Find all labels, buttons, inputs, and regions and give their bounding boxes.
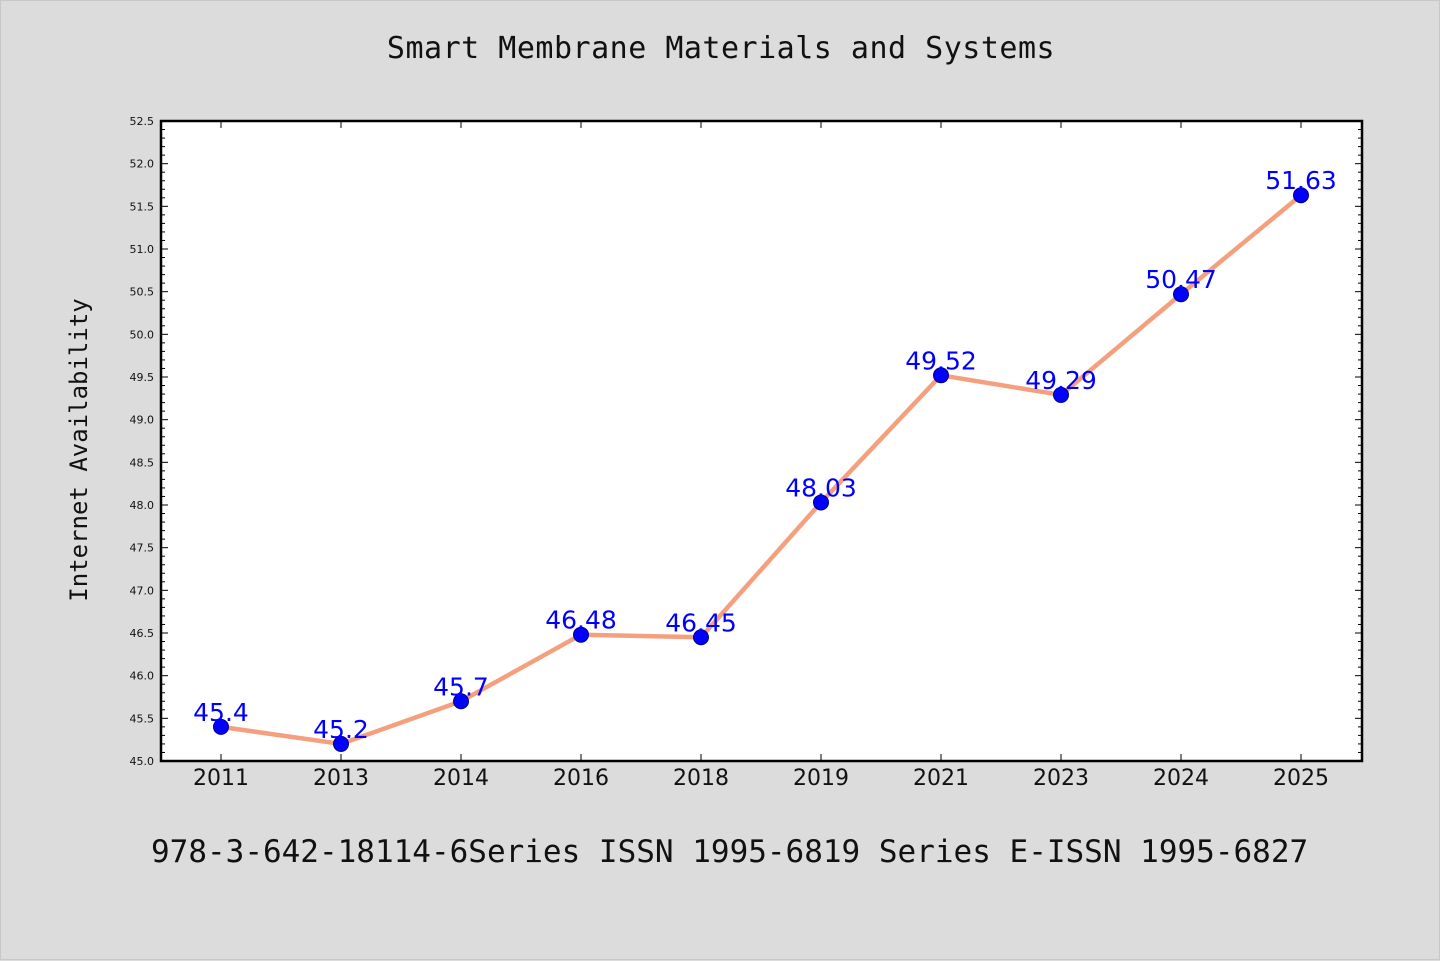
y-tick-label: 47.0 — [130, 584, 155, 597]
data-point — [213, 718, 229, 735]
y-tick-label: 52.0 — [130, 158, 155, 171]
data-point — [693, 629, 709, 646]
data-point — [933, 367, 949, 384]
data-label: 49.29 — [1025, 366, 1097, 395]
y-tick-label: 45.5 — [130, 712, 155, 725]
x-tick-label: 2013 — [313, 766, 369, 791]
y-tick-label: 52.5 — [130, 115, 155, 128]
data-label: 51.63 — [1265, 166, 1337, 195]
data-label: 45.4 — [193, 698, 249, 727]
data-point — [573, 626, 589, 643]
y-tick-label: 48.5 — [130, 456, 155, 469]
y-tick-label: 48.0 — [130, 499, 155, 512]
y-tick-label: 50.5 — [130, 286, 155, 299]
data-label: 49.52 — [905, 346, 977, 375]
data-point — [1293, 187, 1309, 204]
y-axis-label: Internet Availability — [65, 298, 93, 601]
series-line — [218, 192, 1304, 747]
x-tick-label: 2018 — [673, 766, 729, 791]
x-tick-label: 2014 — [433, 766, 489, 791]
y-tick-label: 45.0 — [130, 755, 155, 768]
data-label: 46.48 — [545, 606, 617, 635]
x-tick-label: 2023 — [1033, 766, 1089, 791]
data-label: 50.47 — [1145, 265, 1217, 294]
series-layer: 45.4 45.2 45.7 46.48 46.45 48.03 49.52 49.29 50.… — [193, 166, 1337, 752]
y-tick-label: 46.5 — [130, 627, 155, 640]
y-tick-label: 47.5 — [130, 542, 155, 555]
y-tick-label: 49.5 — [130, 371, 155, 384]
y-tick-label: 51.5 — [130, 200, 155, 213]
x-tick-label: 2016 — [553, 766, 609, 791]
data-point — [1053, 386, 1069, 403]
data-point — [1173, 286, 1189, 303]
footnote-text: 978-3-642-18114-6Series ISSN 1995-6819 S… — [151, 834, 1309, 870]
y-tick-label: 49.0 — [130, 414, 155, 427]
data-point — [333, 735, 349, 752]
y-axis: 45.0 45.5 46.0 46.5 47.0 47.5 48.0 48.5 49.0 49.5… — [130, 115, 1362, 768]
x-tick-label: 2019 — [793, 766, 849, 791]
plot-area — [159, 119, 1364, 763]
x-tick-label: 2024 — [1153, 766, 1209, 791]
data-label: 46.45 — [665, 608, 737, 637]
x-tick-label: 2025 — [1273, 766, 1329, 791]
data-label: 48.03 — [785, 473, 857, 502]
y-tick-label: 50.0 — [130, 328, 155, 341]
y-tick-label: 51.0 — [130, 243, 155, 256]
data-label: 45.2 — [313, 715, 369, 744]
x-tick-label: 2011 — [193, 766, 249, 791]
y-tick-label: 46.0 — [130, 670, 155, 683]
data-label: 45.7 — [433, 672, 489, 701]
x-axis: 2011 2013 2014 2016 2018 2019 2021 2023 2024 2025 — [193, 121, 1329, 791]
x-tick-label: 2021 — [913, 766, 969, 791]
chart-title: Smart Membrane Materials and Systems — [386, 31, 1056, 66]
data-point — [453, 693, 469, 710]
data-point — [813, 494, 829, 511]
